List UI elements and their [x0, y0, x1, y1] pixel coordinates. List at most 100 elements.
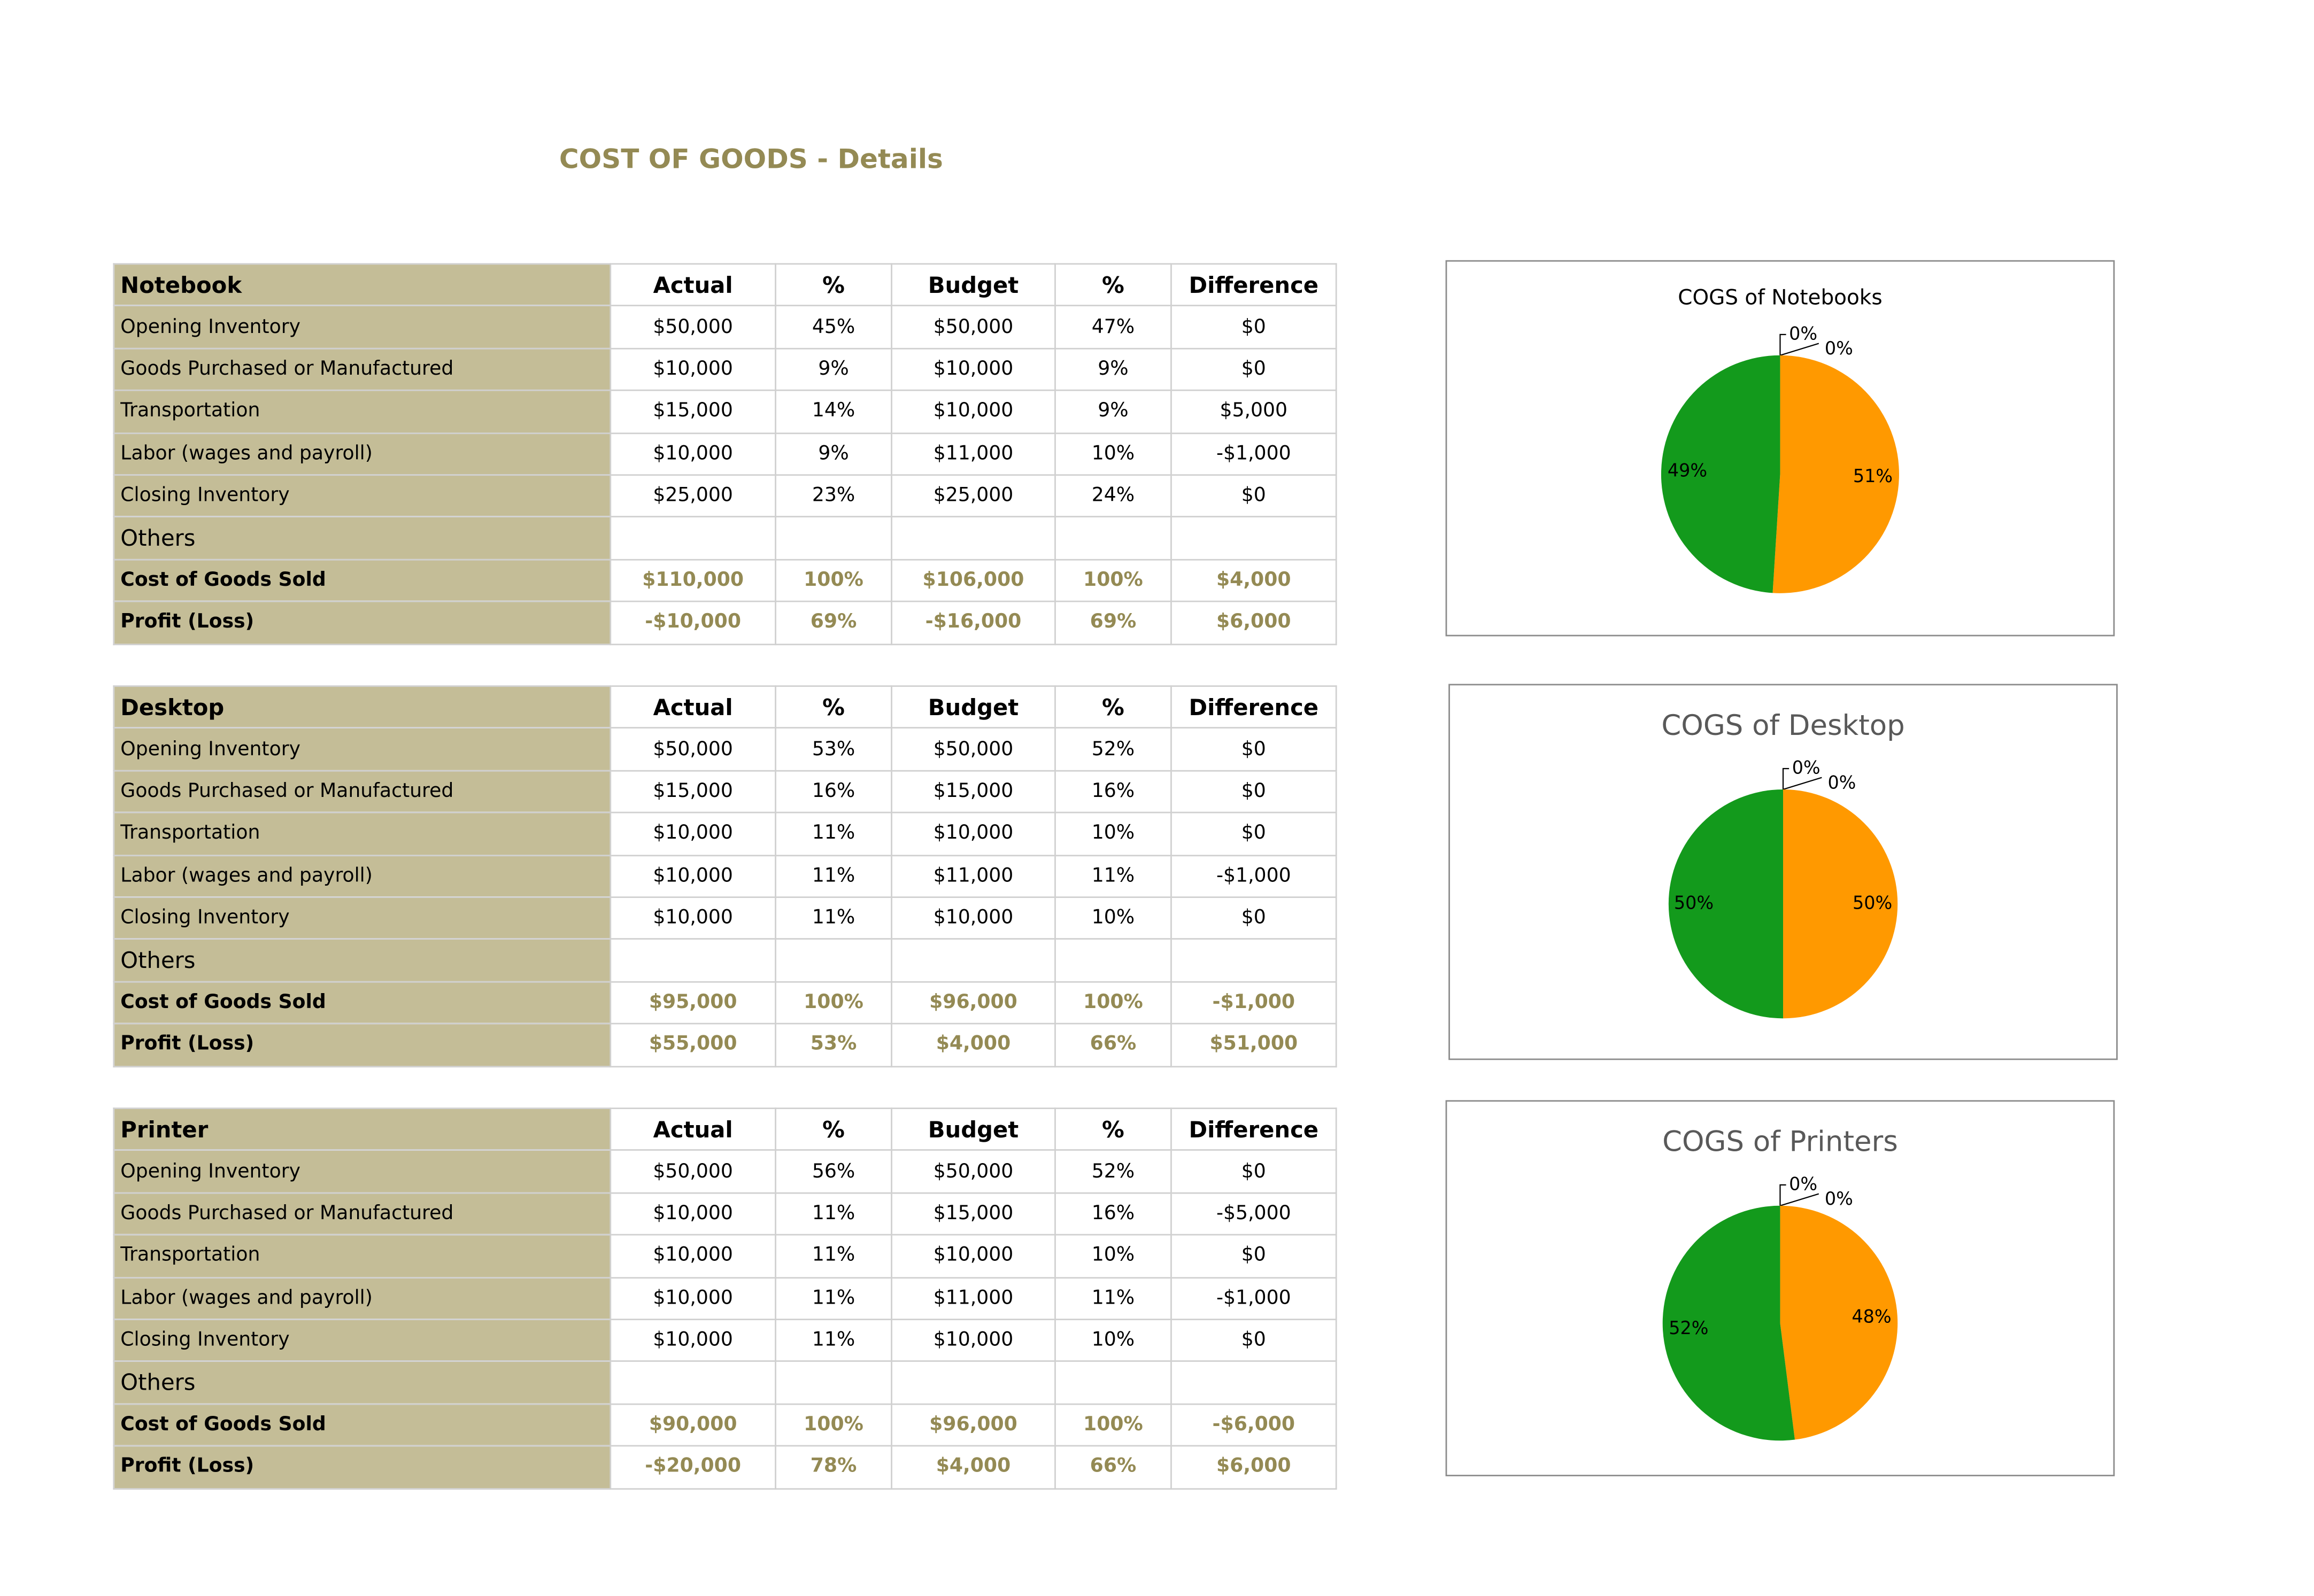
table-row: Closing Inventory $25,000 23% $25,000 24% $0: [113, 474, 1337, 518]
header-cell: Budget: [891, 263, 1056, 307]
data-label: 51%: [1853, 466, 1893, 486]
table-cell: $10,000: [891, 812, 1056, 856]
table-cell: $50,000: [891, 305, 1056, 350]
table-cell: Opening Inventory: [113, 727, 612, 772]
header-cell: Actual: [610, 263, 776, 307]
table-cell: $4,000: [891, 1445, 1056, 1489]
table-cell: [775, 939, 892, 982]
header-cell: %: [775, 1107, 892, 1151]
table-cell: Opening Inventory: [113, 1150, 612, 1194]
header-cell: Actual: [610, 685, 776, 730]
table-cell: 11%: [775, 1234, 892, 1278]
table-cell: 10%: [1054, 896, 1172, 940]
table-cell: 11%: [1054, 1276, 1172, 1320]
header-cell: Notebook: [113, 263, 612, 307]
header-cell: %: [775, 263, 892, 307]
table-cell: -$6,000: [1170, 1403, 1337, 1447]
pie-slice: [1783, 789, 1898, 1019]
table-row: Transportation $15,000 14% $10,000 9% $5,000: [113, 390, 1337, 434]
table-cell: $10,000: [610, 1276, 776, 1320]
header-cell: Printer: [113, 1107, 612, 1151]
table-row: Transportation $10,000 11% $10,000 10% $0: [113, 812, 1337, 856]
table-cell: -$1,000: [1170, 981, 1337, 1025]
table-cell: 100%: [1054, 1403, 1172, 1447]
table-row: Goods Purchased or Manufactured $15,000 16…: [113, 770, 1337, 814]
table-cell: 23%: [775, 474, 892, 518]
table-cell: 10%: [1054, 812, 1172, 856]
chart-box: COGS of Desktop 0% 0% 50% 50%: [1448, 684, 2118, 1060]
table-row: Others: [113, 1361, 1337, 1405]
table-cell: $0: [1170, 305, 1337, 350]
table-cell: -$1,000: [1170, 1276, 1337, 1320]
table-cell: $4,000: [1170, 559, 1337, 602]
table-cell: $50,000: [891, 727, 1056, 772]
table-cell: $15,000: [891, 1192, 1056, 1236]
table-cell: $15,000: [610, 770, 776, 814]
data-label: 50%: [1674, 893, 1714, 913]
table-cell: Transportation: [113, 1234, 612, 1278]
table-cell: Others: [113, 1361, 612, 1405]
pie-slice: [1668, 789, 1784, 1019]
table-row: Closing Inventory $10,000 11% $10,000 10% $0: [113, 896, 1337, 940]
header-cell: Actual: [610, 1107, 776, 1151]
table-cell: $0: [1170, 770, 1337, 814]
header-cell: %: [1054, 685, 1172, 730]
table-cell: $25,000: [610, 474, 776, 518]
table-cell: $10,000: [610, 1192, 776, 1236]
table-cell: [1170, 939, 1337, 982]
data-label: 49%: [1668, 460, 1707, 481]
table-cell: $11,000: [891, 854, 1056, 898]
table-cell: $10,000: [891, 1319, 1056, 1362]
table-cell: 11%: [775, 896, 892, 940]
table-row: Others: [113, 516, 1337, 560]
table-cell: Others: [113, 939, 612, 982]
header-cell: Desktop: [113, 685, 612, 730]
data-label: 0%: [1789, 323, 1817, 344]
table-cell: [775, 516, 892, 560]
table-cell: $0: [1170, 1150, 1337, 1194]
table-cell: 53%: [775, 1023, 892, 1067]
pie-slice: [1661, 355, 1780, 593]
table-cell: Profit (Loss): [113, 601, 612, 645]
table-cell: 66%: [1054, 1445, 1172, 1489]
table-row: Cost of Goods Sold $110,000 100% $106,000 10…: [113, 559, 1337, 602]
table-cell: 53%: [775, 727, 892, 772]
table-row: Closing Inventory $10,000 11% $10,000 10% $0: [113, 1319, 1337, 1362]
table-cell: Labor (wages and payroll): [113, 432, 612, 476]
table-cell: $11,000: [891, 432, 1056, 476]
table-cell: Cost of Goods Sold: [113, 559, 612, 602]
table-cell: [1054, 1361, 1172, 1405]
table-cell: $6,000: [1170, 1445, 1337, 1489]
leader-line: [1780, 1193, 1819, 1206]
table-cell: 52%: [1054, 727, 1172, 772]
table-body: Desktop Actual% Budget% Difference Opening I…: [113, 685, 1337, 1067]
table-cell: $10,000: [610, 854, 776, 898]
table-cell: $50,000: [891, 1150, 1056, 1194]
header-row: Printer Actual% Budget% Difference: [113, 1107, 1337, 1151]
table-cell: [610, 516, 776, 560]
table-cell: Opening Inventory: [113, 305, 612, 350]
table-row: Goods Purchased or Manufactured $10,000 11…: [113, 1192, 1337, 1236]
table-row: Labor (wages and payroll) $10,000 9% $11,00…: [113, 432, 1337, 476]
table-cell: 11%: [775, 1319, 892, 1362]
table-cell: Goods Purchased or Manufactured: [113, 347, 612, 392]
table-cell: Cost of Goods Sold: [113, 981, 612, 1025]
header-cell: %: [1054, 1107, 1172, 1151]
table-cell: $55,000: [610, 1023, 776, 1067]
table-cell: $10,000: [610, 1319, 776, 1362]
table-cell: $106,000: [891, 559, 1056, 602]
table-cell: $15,000: [891, 770, 1056, 814]
leader-line: [1782, 768, 1790, 789]
table-cell: 100%: [1054, 981, 1172, 1025]
table-cell: 24%: [1054, 474, 1172, 518]
table-cell: $0: [1170, 474, 1337, 518]
pie-slice: [1780, 1205, 1898, 1440]
data-label: 52%: [1669, 1318, 1708, 1338]
table-row: Cost of Goods Sold $90,000 100% $96,000 100%…: [113, 1403, 1337, 1447]
table-cell: [1054, 939, 1172, 982]
table-cell: $110,000: [610, 559, 776, 602]
table-cell: 100%: [1054, 559, 1172, 602]
table-cell: [1170, 516, 1337, 560]
chart-title: COGS of Printers: [1662, 1126, 1898, 1158]
table-cell: 11%: [775, 1276, 892, 1320]
